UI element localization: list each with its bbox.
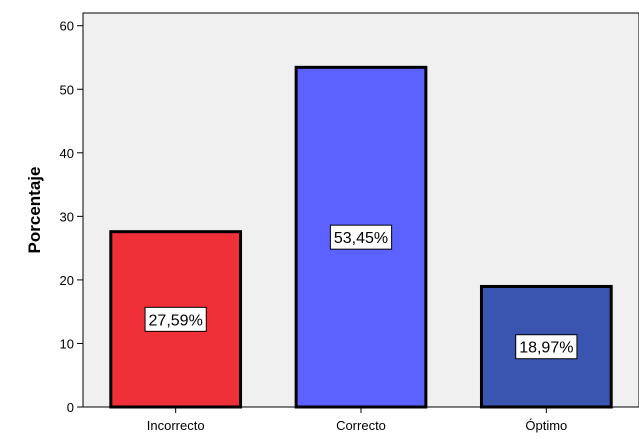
- x-tick-label: Incorrecto: [147, 418, 205, 433]
- y-tick-label: 20: [60, 273, 74, 288]
- x-axis: Incorrecto Correcto Óptimo: [147, 407, 567, 433]
- data-label-box: [144, 306, 207, 332]
- data-label-box: [329, 224, 393, 250]
- y-tick-label: 10: [60, 336, 74, 351]
- data-label: 18,97%: [519, 340, 573, 357]
- y-tick-label: 60: [60, 19, 74, 34]
- y-tick-label: 30: [60, 209, 74, 224]
- y-tick-label: 40: [60, 146, 74, 161]
- y-tick-label: 0: [67, 400, 74, 415]
- x-tick-label: Correcto: [336, 418, 386, 433]
- data-label: 53,45%: [334, 230, 388, 247]
- data-label-box: [515, 334, 578, 360]
- y-tick-label: 50: [60, 82, 74, 97]
- bars: 27,59% 53,45% 18,97%: [109, 65, 613, 409]
- y-axis: 0 10 20 30 40 50 60: [60, 19, 83, 415]
- data-label: 27,59%: [149, 312, 203, 329]
- x-tick-label: Óptimo: [525, 418, 567, 433]
- y-axis-label: Porcentaje: [25, 167, 44, 254]
